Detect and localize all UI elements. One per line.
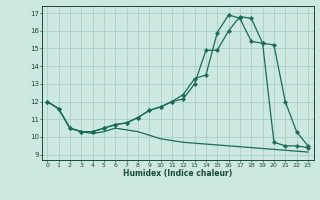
X-axis label: Humidex (Indice chaleur): Humidex (Indice chaleur) (123, 169, 232, 178)
